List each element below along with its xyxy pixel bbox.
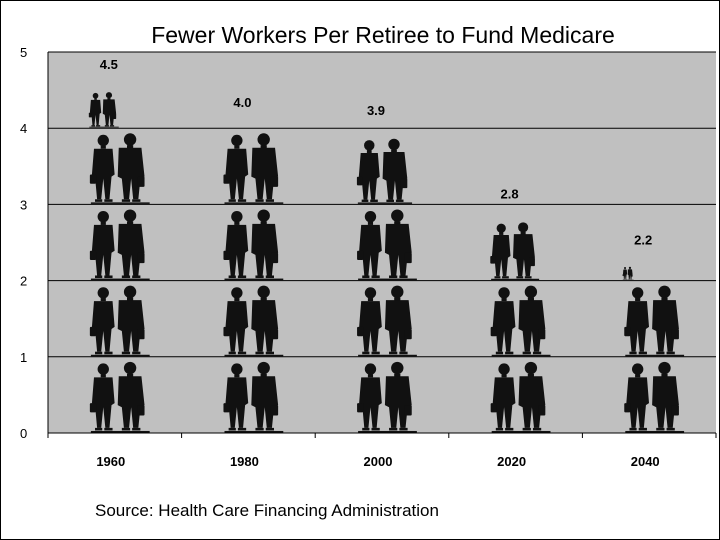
category-label-2000: 2000	[364, 454, 393, 469]
y-axis-tick-labels: 0 1 2 3 4 5	[20, 45, 27, 441]
category-label-1960: 1960	[96, 454, 125, 469]
y-tick-label: 5	[20, 45, 27, 60]
value-label-1980: 4.0	[233, 95, 251, 110]
value-label-1960: 4.5	[100, 57, 118, 72]
category-label-2020: 2020	[497, 454, 526, 469]
plot-area	[48, 52, 716, 433]
value-label-2000: 3.9	[367, 103, 385, 118]
value-label-2040: 2.2	[634, 232, 652, 247]
y-tick-label: 3	[20, 197, 27, 212]
category-label-1980: 1980	[230, 454, 259, 469]
x-axis-ticks	[47, 433, 717, 438]
y-tick-label: 4	[20, 121, 27, 136]
source-note: Source: Health Care Financing Administra…	[95, 501, 439, 520]
value-labels: 4.5 4.0 3.9 2.8 2.2	[100, 57, 652, 247]
category-labels: 1960 1980 2000 2020 2040	[96, 454, 659, 469]
y-tick-label: 0	[20, 426, 27, 441]
gridlines	[48, 51, 716, 434]
chart-title: Fewer Workers Per Retiree to Fund Medica…	[151, 22, 615, 48]
y-tick-label: 1	[20, 350, 27, 365]
category-label-2040: 2040	[631, 454, 660, 469]
y-tick-label: 2	[20, 274, 27, 289]
value-label-2020: 2.8	[501, 187, 519, 202]
